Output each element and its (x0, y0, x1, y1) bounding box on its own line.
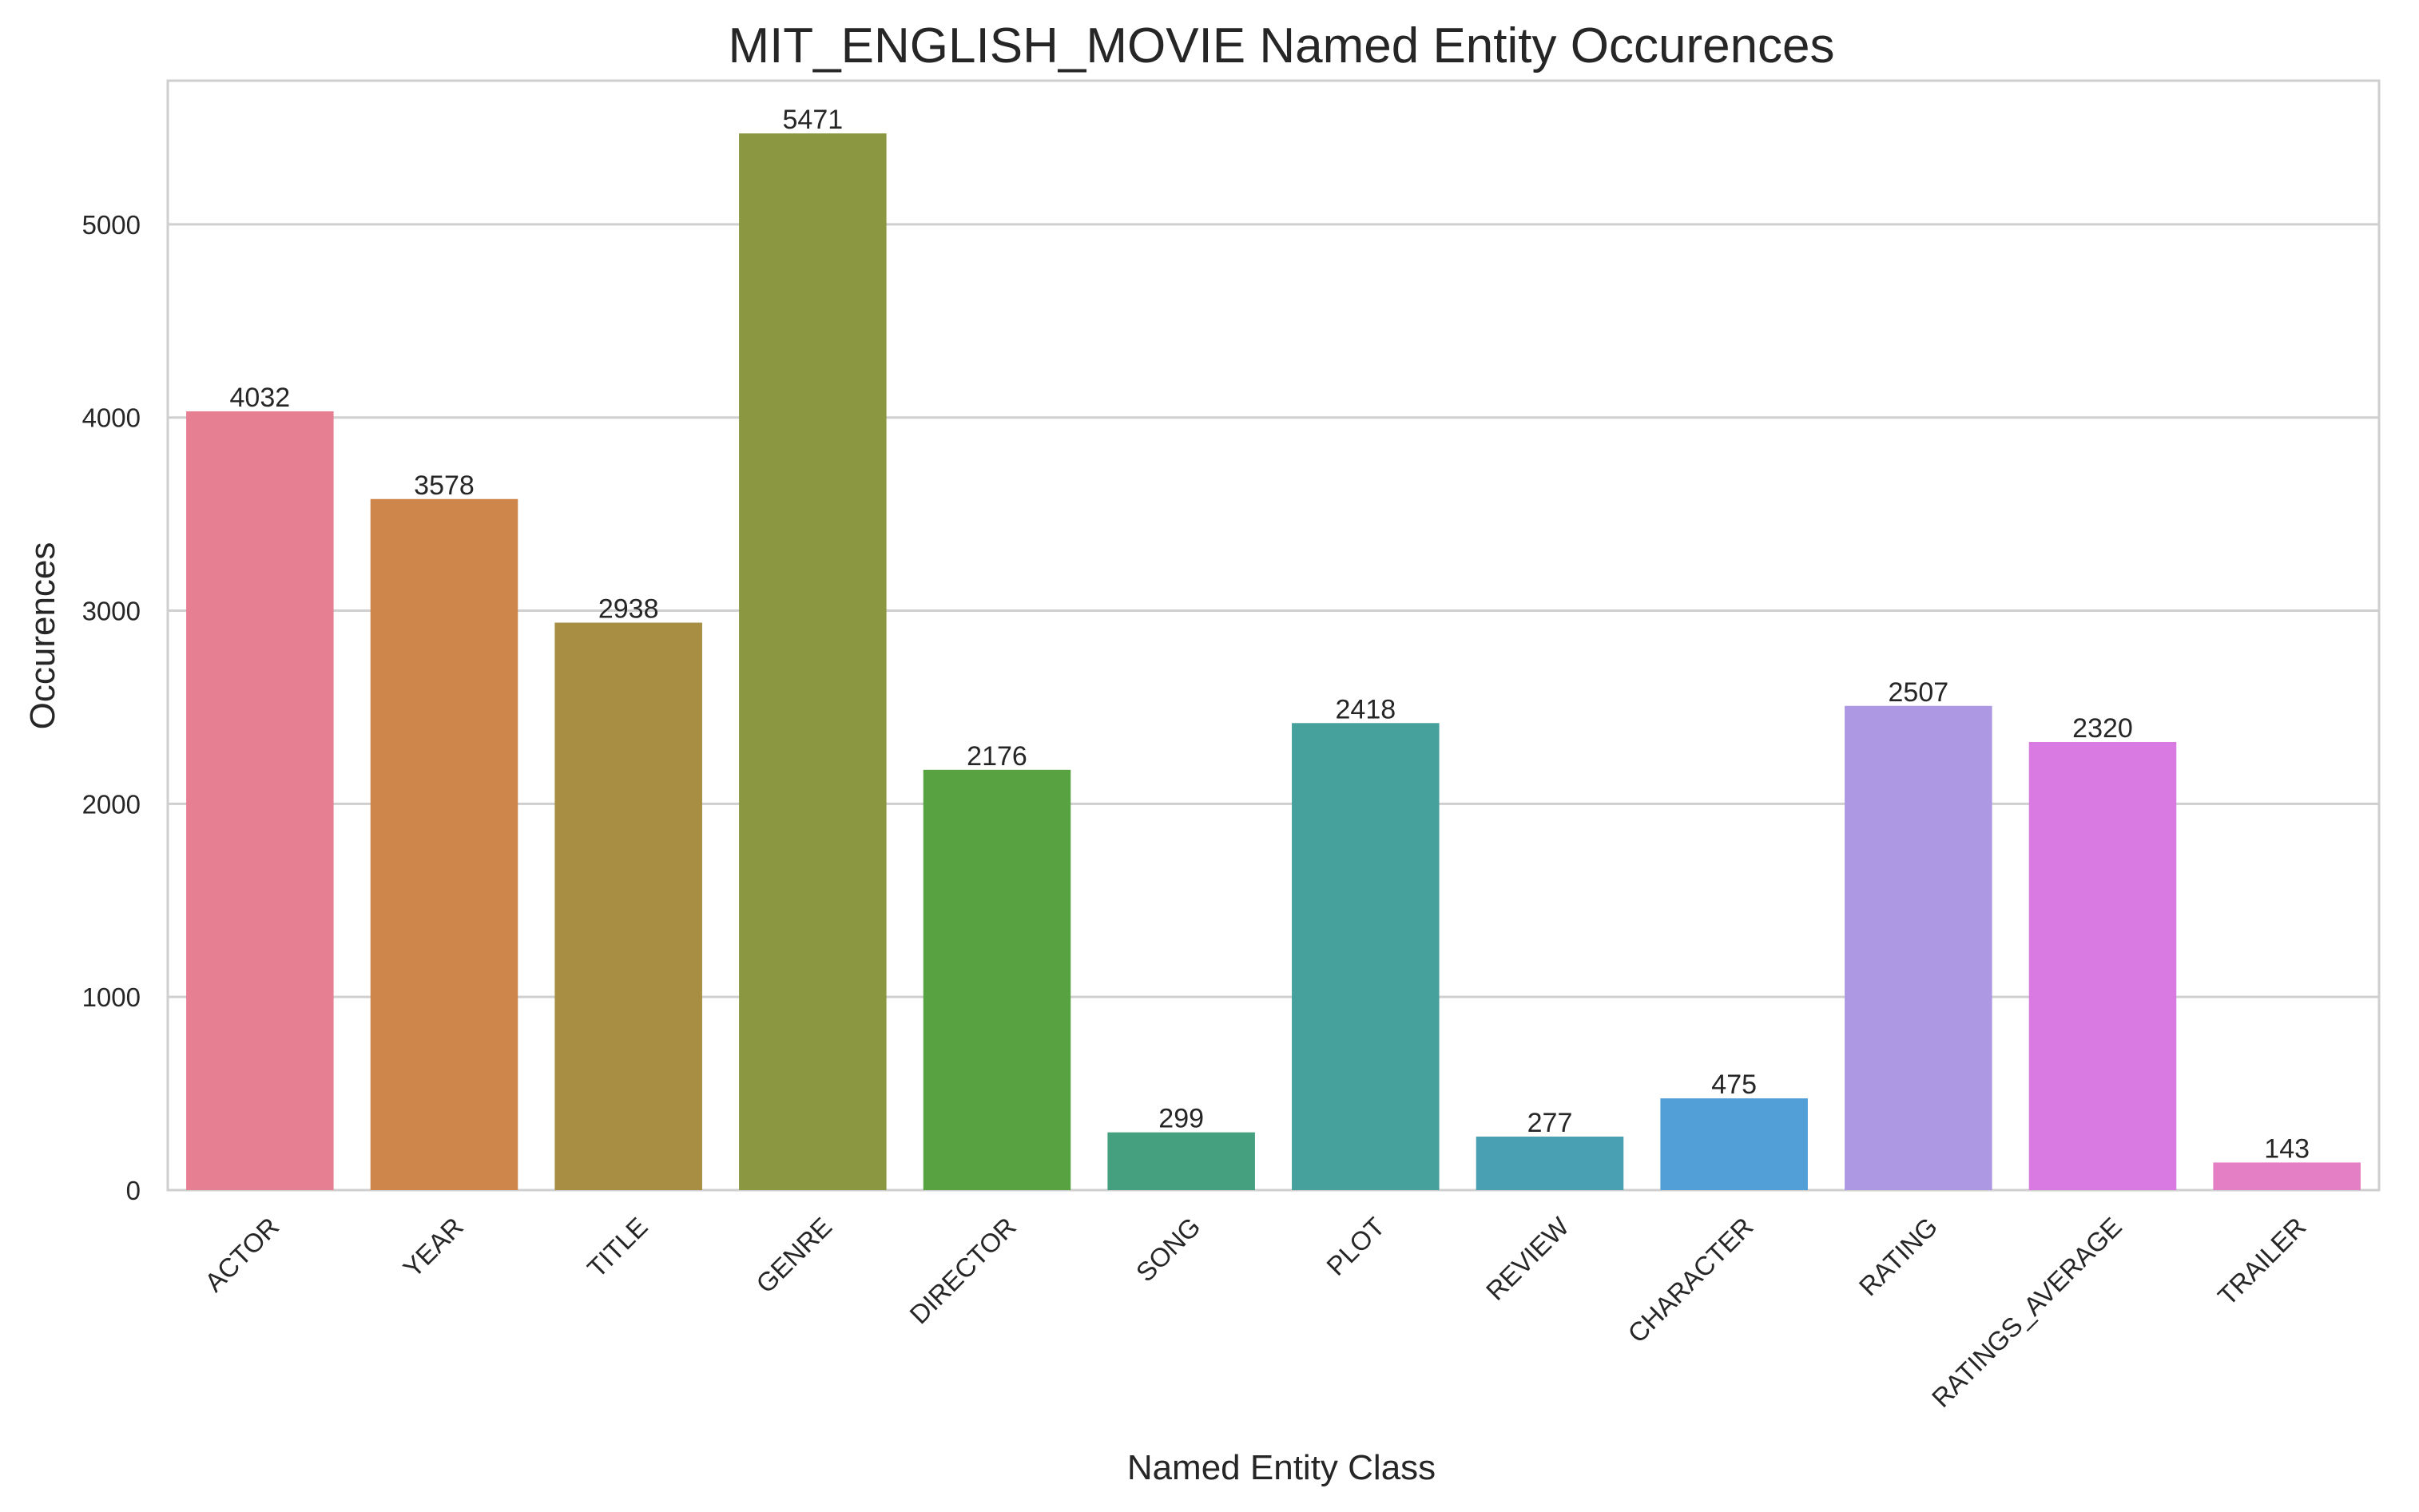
bar-value-label: 4032 (230, 383, 291, 413)
data-labels: 4032 3578 2938 5471 2176 299 2418 277 475 2507 232… (230, 105, 2310, 1164)
y-axis-ticks: 0 1000 2000 3000 4000 5000 (82, 210, 141, 1205)
bar-year (370, 498, 518, 1190)
x-tick-label: DIRECTOR (904, 1212, 1022, 1330)
x-tick-label: TRAILER (2212, 1212, 2312, 1312)
chart-title: MIT_ENGLISH_MOVIE Named Entity Occurence… (728, 18, 1834, 73)
y-tick-label: 3000 (82, 597, 141, 626)
grid-lines (168, 223, 2379, 998)
bar-rating (1845, 705, 1992, 1190)
plot-frame (166, 79, 2381, 1192)
bar-review (1476, 1137, 1624, 1190)
bar-value-label: 5471 (783, 105, 844, 135)
bar-title (554, 622, 702, 1190)
x-tick-label: PLOT (1321, 1212, 1390, 1281)
bars (186, 133, 2361, 1190)
bar-value-label: 2176 (967, 741, 1027, 772)
bar-trailer (2213, 1162, 2361, 1190)
y-tick-label: 5000 (82, 210, 141, 240)
bar-value-label: 3578 (414, 470, 475, 501)
x-tick-label: ACTOR (199, 1212, 284, 1297)
x-axis-label: Named Entity Class (1127, 1448, 1436, 1487)
y-tick-label: 4000 (82, 403, 141, 433)
bar-value-label: 277 (1527, 1108, 1573, 1138)
x-tick-label: YEAR (397, 1212, 469, 1284)
x-tick-label: SONG (1130, 1212, 1206, 1288)
x-tick-label: REVIEW (1480, 1211, 1575, 1306)
bar-song (1107, 1132, 1255, 1190)
x-axis-ticks: ACTOR YEAR TITLE GENRE DIRECTOR SONG PLOT REVIE… (199, 1211, 2312, 1413)
bar-value-label: 475 (1711, 1070, 1757, 1100)
y-axis-label: Occurences (23, 542, 62, 730)
bar-value-label: 2418 (1336, 694, 1396, 724)
x-tick-label: RATING (1853, 1212, 1944, 1302)
x-tick-label: TITLE (582, 1212, 653, 1284)
bar-value-label: 2320 (2072, 713, 2133, 744)
bar-genre (739, 133, 887, 1190)
x-tick-label: GENRE (750, 1212, 837, 1299)
x-tick-label: CHARACTER (1622, 1212, 1758, 1348)
x-tick-label: RATINGS_AVERAGE (1926, 1212, 2127, 1413)
y-tick-label: 2000 (82, 789, 141, 819)
bar-character (1660, 1098, 1808, 1190)
bar-actor (186, 411, 334, 1190)
bar-ratings-average (2028, 741, 2177, 1190)
bar-plot (1292, 723, 1440, 1190)
bar-director (923, 769, 1071, 1190)
bar-value-label: 2938 (598, 594, 659, 625)
y-tick-label: 0 (126, 1176, 141, 1205)
bar-value-label: 299 (1158, 1104, 1204, 1134)
y-tick-label: 1000 (82, 982, 141, 1012)
bar-value-label: 2507 (1889, 677, 1949, 708)
bar-value-label: 143 (2264, 1133, 2310, 1164)
